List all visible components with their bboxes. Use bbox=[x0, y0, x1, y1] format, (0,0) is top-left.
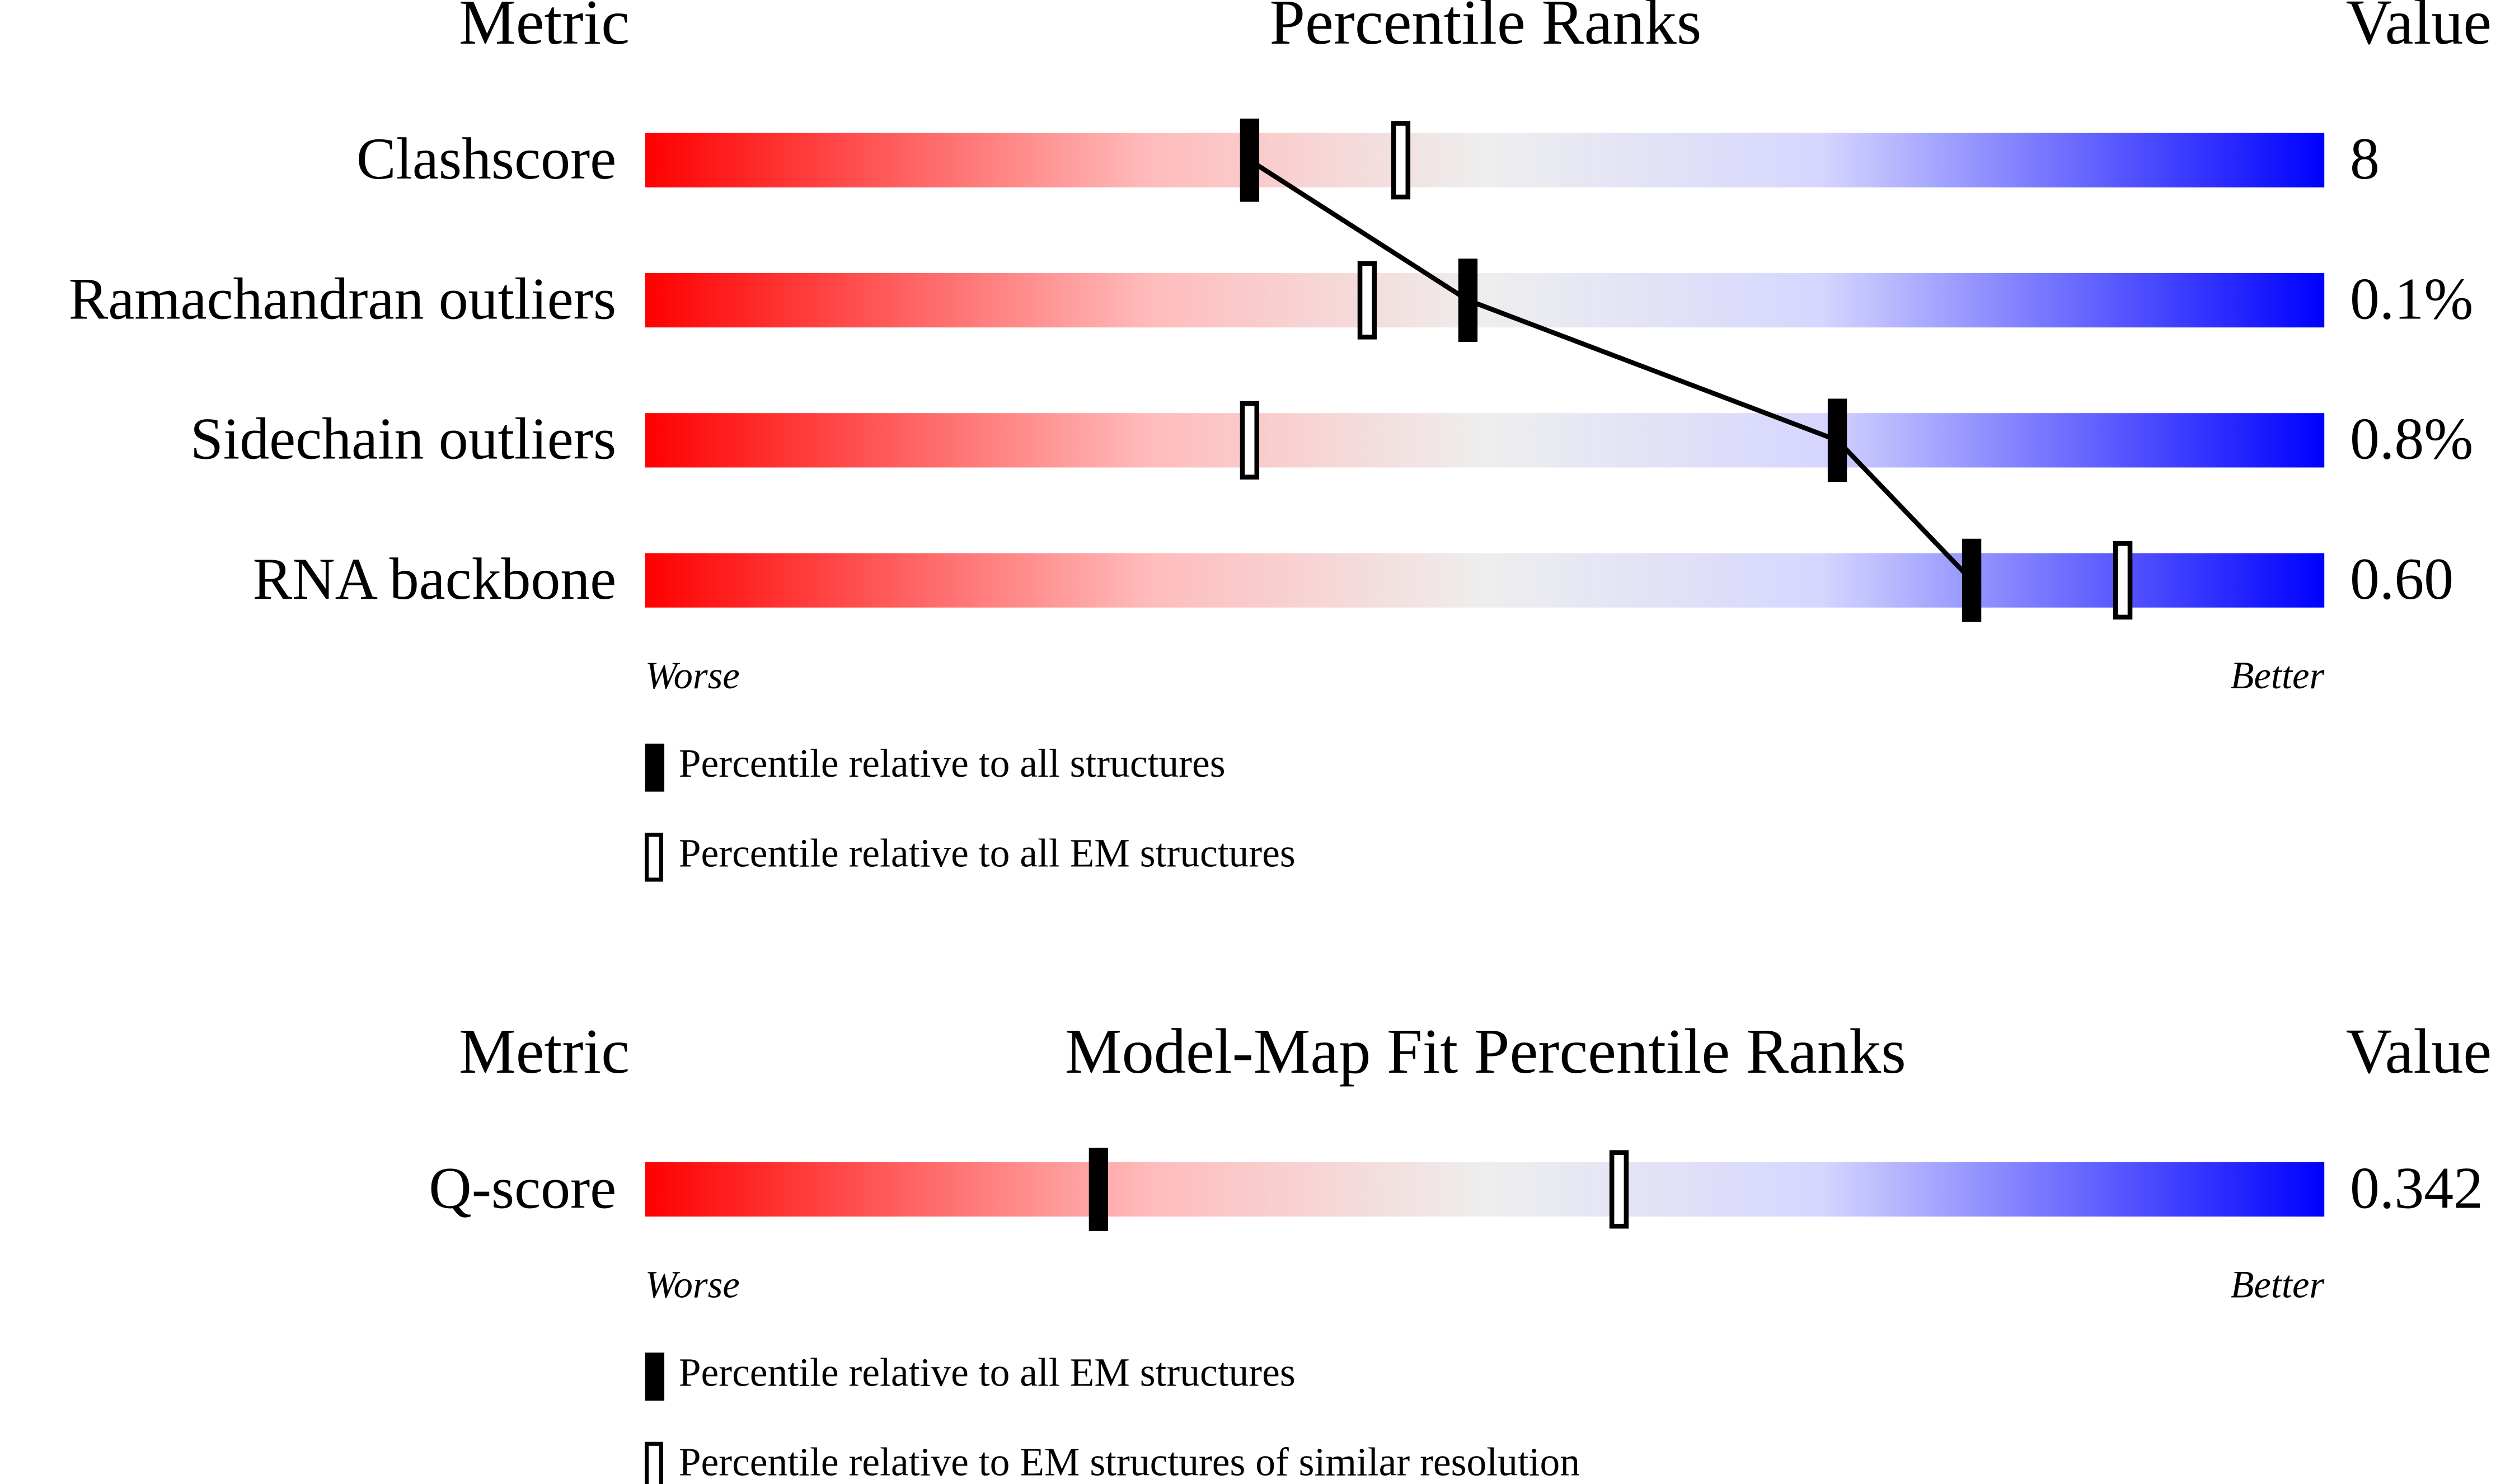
better-label: Better bbox=[2231, 654, 2325, 697]
percentile-marker-open bbox=[1609, 1150, 1629, 1229]
metric-value: 0.8% bbox=[2350, 406, 2473, 472]
metric-value: 0.342 bbox=[2350, 1155, 2483, 1220]
legend-label: Percentile relative to all EM structures bbox=[679, 1351, 1296, 1395]
header-value: Value bbox=[2346, 1016, 2492, 1087]
percentile-marker-open bbox=[1240, 401, 1260, 480]
legend-marker bbox=[645, 743, 665, 792]
percentile-marker bbox=[1827, 398, 1847, 482]
gradient-bar bbox=[645, 133, 2325, 187]
metric-value: 0.1% bbox=[2350, 266, 2473, 331]
legend-marker bbox=[645, 1352, 665, 1401]
legend-marker-open bbox=[644, 1441, 663, 1484]
legend-label: Percentile relative to all EM structures bbox=[679, 831, 1296, 875]
header-value: Value bbox=[2346, 0, 2492, 58]
legend-marker-open bbox=[644, 833, 663, 882]
percentile-marker-open bbox=[2113, 541, 2133, 620]
percentile-marker bbox=[1089, 1148, 1109, 1231]
legend-label: Percentile relative to EM structures of … bbox=[679, 1440, 1580, 1484]
gradient-bar bbox=[645, 273, 2325, 328]
header-metric: Metric bbox=[459, 1016, 630, 1087]
worse-label: Worse bbox=[645, 654, 740, 697]
gradient-bar bbox=[645, 553, 2325, 608]
metric-label: Clashscore bbox=[356, 126, 616, 191]
connector-line bbox=[1248, 158, 1974, 583]
worse-label: Worse bbox=[645, 1264, 740, 1306]
legend-label: Percentile relative to all structures bbox=[679, 741, 1226, 786]
chart-title: Model-Map Fit Percentile Ranks bbox=[1065, 1016, 1906, 1087]
header-metric: Metric bbox=[459, 0, 630, 58]
percentile-marker bbox=[1240, 118, 1260, 202]
metric-label: Ramachandran outliers bbox=[69, 266, 617, 331]
metric-label: Q-score bbox=[429, 1155, 616, 1220]
metric-value: 0.60 bbox=[2350, 546, 2453, 612]
metric-label: RNA backbone bbox=[253, 546, 617, 612]
percentile-marker bbox=[1458, 259, 1478, 342]
metric-label: Sidechain outliers bbox=[190, 406, 616, 472]
better-label: Better bbox=[2231, 1264, 2325, 1306]
chart-title: Percentile Ranks bbox=[1269, 0, 1701, 58]
metric-value: 8 bbox=[2350, 126, 2380, 191]
gradient-bar bbox=[645, 413, 2325, 468]
percentile-marker-open bbox=[1391, 121, 1411, 200]
gradient-bar bbox=[645, 1162, 2325, 1217]
percentile-marker bbox=[1962, 538, 1982, 622]
percentile-marker-open bbox=[1357, 261, 1377, 340]
